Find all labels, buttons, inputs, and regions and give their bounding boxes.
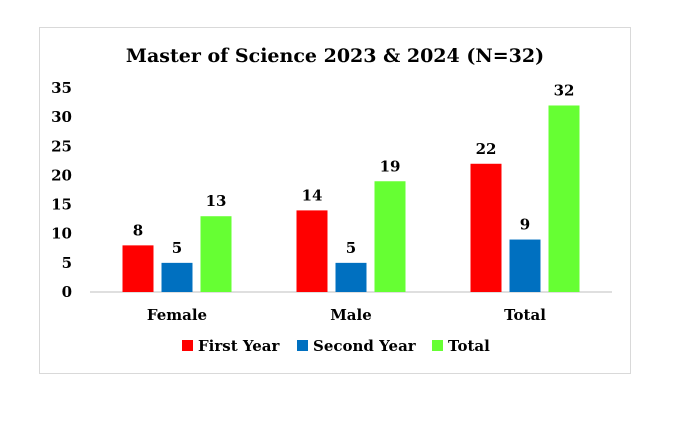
legend-swatch-second-year — [297, 340, 308, 351]
bar-first-year-total — [470, 163, 502, 292]
y-tick-label: 30 — [51, 108, 72, 126]
bar-chart: Master of Science 2023 & 2024 (N=32) 0 5 1… — [51, 45, 612, 355]
bar-first-year-male — [296, 210, 328, 292]
legend-label-second-year: Second Year — [313, 337, 417, 355]
legend-label-total: Total — [448, 337, 490, 355]
y-tick-label: 5 — [62, 254, 72, 272]
data-labels-group: 8 5 13 14 5 19 22 9 32 — [133, 81, 575, 256]
category-labels-group: Female Male Total — [147, 306, 546, 324]
chart-title: Master of Science 2023 & 2024 (N=32) — [126, 45, 544, 67]
y-tick-label: 25 — [51, 137, 72, 155]
category-label-male: Male — [330, 306, 372, 324]
legend-label-first-year: First Year — [198, 337, 281, 355]
y-tick-label: 0 — [62, 283, 72, 301]
bar-second-year-male — [335, 262, 367, 292]
data-label: 5 — [346, 239, 356, 257]
data-label: 14 — [302, 186, 323, 204]
data-label: 32 — [554, 81, 575, 99]
bar-total-female — [200, 216, 232, 292]
bar-total-total — [548, 105, 580, 292]
category-label-total: Total — [504, 306, 546, 324]
legend-swatch-first-year — [182, 340, 193, 351]
data-label: 22 — [476, 140, 497, 158]
y-tick-label: 10 — [51, 225, 72, 243]
bar-second-year-female — [161, 262, 193, 292]
legend: First Year Second Year Total — [182, 337, 490, 355]
bar-first-year-female — [122, 245, 154, 292]
y-tick-label: 20 — [51, 166, 72, 184]
chart-frame: Master of Science 2023 & 2024 (N=32) 0 5 1… — [39, 27, 631, 374]
data-label: 9 — [520, 216, 530, 234]
bar-total-male — [374, 181, 406, 292]
data-label: 5 — [172, 239, 182, 257]
y-tick-label: 35 — [51, 79, 72, 97]
y-tick-label: 15 — [51, 196, 72, 214]
data-label: 19 — [380, 157, 401, 175]
y-axis-ticks: 0 5 10 15 20 25 30 35 — [51, 79, 72, 301]
bars-group — [122, 105, 580, 292]
data-label: 8 — [133, 221, 143, 239]
data-label: 13 — [206, 192, 227, 210]
legend-swatch-total — [432, 340, 443, 351]
bar-second-year-total — [509, 239, 541, 292]
category-label-female: Female — [147, 306, 207, 324]
